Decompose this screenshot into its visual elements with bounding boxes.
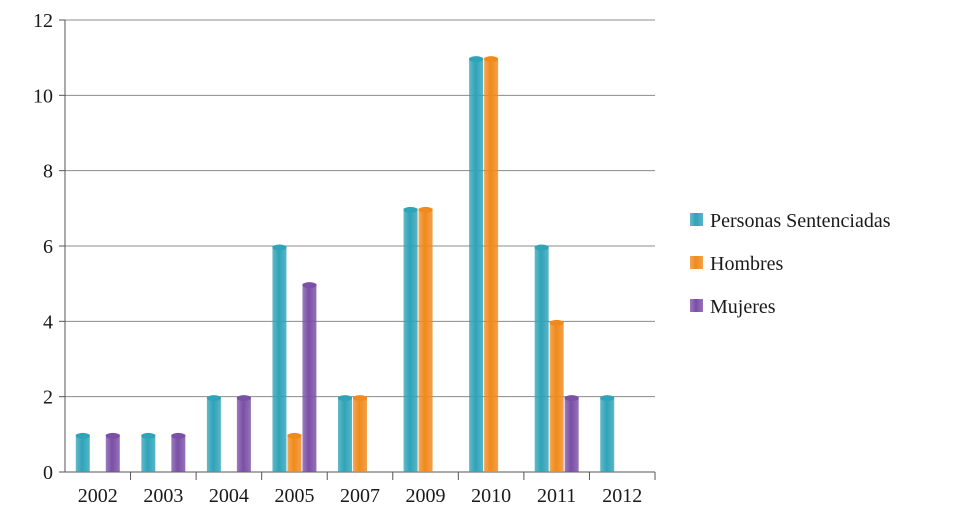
- legend-label-personas-sentenciadas: Personas Sentenciadas: [710, 210, 891, 232]
- bar-hombres-2007: [353, 396, 367, 472]
- x-tick-label-2009: 2009: [406, 485, 446, 507]
- bar-cap-hombres-2009: [418, 206, 433, 213]
- bar-cap-personas-sentenciadas-2007: [338, 395, 352, 402]
- x-tick-label-2002: 2002: [78, 485, 118, 507]
- bar-personas-sentenciadas-2004: [206, 396, 221, 472]
- y-tick-label-6: 6: [43, 236, 53, 258]
- bar-hombres-2010: [484, 57, 499, 473]
- bar-cap-personas-sentenciadas-2011: [534, 244, 549, 251]
- x-tick-label-2007: 2007: [340, 485, 380, 507]
- bar-cap-hombres-2010: [484, 56, 499, 63]
- bar-cap-personas-sentenciadas-2012: [600, 395, 615, 402]
- y-tick-label-2: 2: [43, 387, 53, 409]
- bar-personas-sentenciadas-2009: [403, 208, 418, 473]
- bar-personas-sentenciadas-2007: [338, 396, 352, 472]
- bar-mujeres-2004: [236, 396, 251, 472]
- bar-cap-mujeres-2005: [302, 282, 317, 289]
- legend-swatch-hombres: [690, 256, 703, 269]
- x-tick-label-2004: 2004: [209, 485, 249, 507]
- x-tick-label-2012: 2012: [602, 485, 642, 507]
- legend: Personas Sentenciadas Hombres Mujeres: [690, 210, 891, 318]
- y-tick-label-0: 0: [43, 462, 53, 484]
- bar-cap-personas-sentenciadas-2010: [469, 56, 484, 63]
- bar-hombres-2009: [418, 208, 433, 473]
- legend-swatch-personas-sentenciadas: [690, 213, 703, 226]
- bar-cap-mujeres-2002: [105, 432, 120, 439]
- bar-cap-personas-sentenciadas-2009: [403, 206, 418, 213]
- bar-personas-sentenciadas-2005: [272, 246, 287, 472]
- bar-cap-mujeres-2004: [236, 395, 251, 402]
- bar-cap-mujeres-2011: [564, 395, 579, 402]
- bar-cap-personas-sentenciadas-2005: [272, 244, 287, 251]
- y-tick-label-12: 12: [33, 10, 53, 32]
- bar-cap-personas-sentenciadas-2003: [141, 432, 156, 439]
- bar-cap-personas-sentenciadas-2002: [75, 432, 90, 439]
- y-tick-label-10: 10: [33, 85, 53, 107]
- x-tick-label-2005: 2005: [274, 485, 314, 507]
- y-tick-label-4: 4: [43, 311, 53, 333]
- x-tick-label-2010: 2010: [471, 485, 511, 507]
- tick-labels: 0 2 4 6 8 10 12 2002 2003 2004 2005 2007 2009 2010 201…: [33, 10, 642, 507]
- bar-personas-sentenciadas-2012: [600, 396, 615, 472]
- legend-label-mujeres: Mujeres: [710, 296, 776, 318]
- y-tick-label-8: 8: [43, 161, 53, 183]
- bar-hombres-2011: [549, 321, 564, 472]
- bar-personas-sentenciadas-2003: [141, 434, 156, 472]
- bar-personas-sentenciadas-2002: [75, 434, 90, 472]
- bars: [75, 56, 615, 473]
- bar-cap-hombres-2011: [549, 319, 564, 326]
- bar-mujeres-2002: [105, 434, 120, 472]
- x-tick-label-2003: 2003: [143, 485, 183, 507]
- gridlines: [65, 19, 655, 398]
- x-tick-label-2011: 2011: [537, 485, 576, 507]
- legend-swatch-mujeres: [690, 299, 703, 312]
- bar-personas-sentenciadas-2011: [534, 246, 549, 472]
- bar-cap-hombres-2007: [353, 395, 367, 402]
- bar-hombres-2005: [287, 434, 302, 472]
- bar-mujeres-2011: [564, 396, 579, 472]
- bar-cap-hombres-2005: [287, 432, 302, 439]
- bar-cap-personas-sentenciadas-2004: [206, 395, 221, 402]
- legend-label-hombres: Hombres: [710, 253, 784, 275]
- bar-cap-mujeres-2003: [171, 432, 186, 439]
- bar-mujeres-2005: [302, 283, 317, 472]
- bar-mujeres-2003: [171, 434, 186, 472]
- bar-personas-sentenciadas-2010: [469, 57, 484, 473]
